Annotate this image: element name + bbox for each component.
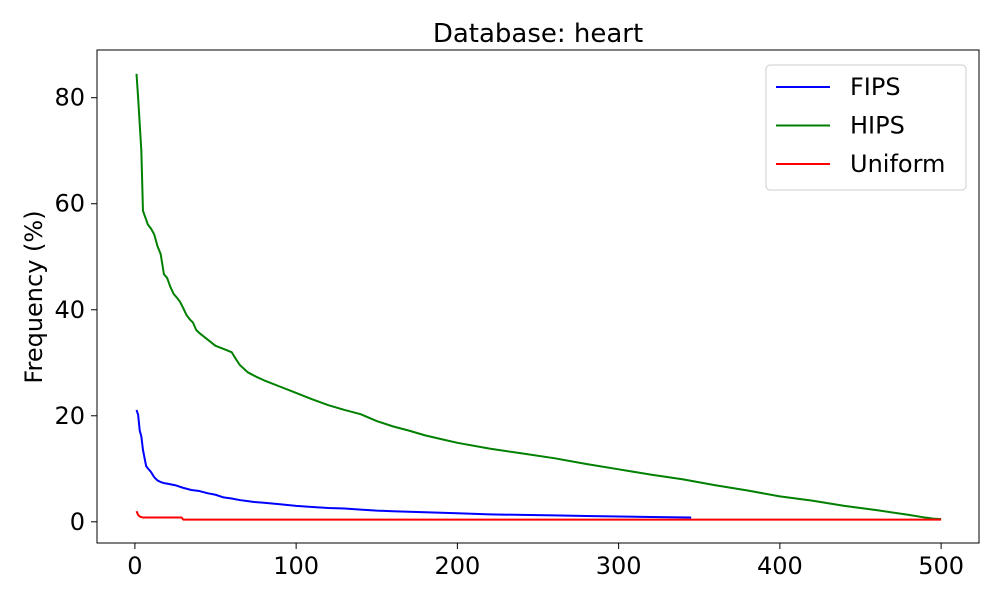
- legend-box: [765, 64, 967, 191]
- x-tick-label: 400: [757, 552, 803, 580]
- plot-lines: [135, 73, 942, 521]
- x-tick-label: 0: [127, 552, 142, 580]
- legend-label-fips: FIPS: [850, 73, 901, 101]
- x-axis-ticks: 0 100 200 300 400 500: [127, 543, 964, 580]
- series-line-fips: [135, 409, 692, 519]
- x-tick-label: 500: [918, 552, 964, 580]
- y-tick-label: 60: [54, 190, 85, 218]
- y-tick-label: 80: [54, 84, 85, 112]
- legend: FIPS HIPS Uniform: [765, 64, 967, 191]
- y-tick-label: 0: [70, 508, 85, 536]
- x-tick-label: 100: [273, 552, 319, 580]
- series-line-uniform: [135, 510, 942, 521]
- legend-label-uniform: Uniform: [850, 150, 945, 178]
- x-tick-label: 300: [596, 552, 642, 580]
- legend-label-hips: HIPS: [850, 112, 905, 140]
- x-tick-label: 200: [434, 552, 480, 580]
- y-tick-label: 20: [54, 402, 85, 430]
- chart-title: Database: heart: [433, 19, 643, 49]
- y-axis-label: Frequency (%): [20, 210, 48, 383]
- y-tick-label: 40: [54, 296, 85, 324]
- y-axis-ticks: 0 20 40 60 80: [54, 84, 97, 536]
- series-line-hips: [135, 73, 942, 521]
- plot-frame: [96, 49, 980, 544]
